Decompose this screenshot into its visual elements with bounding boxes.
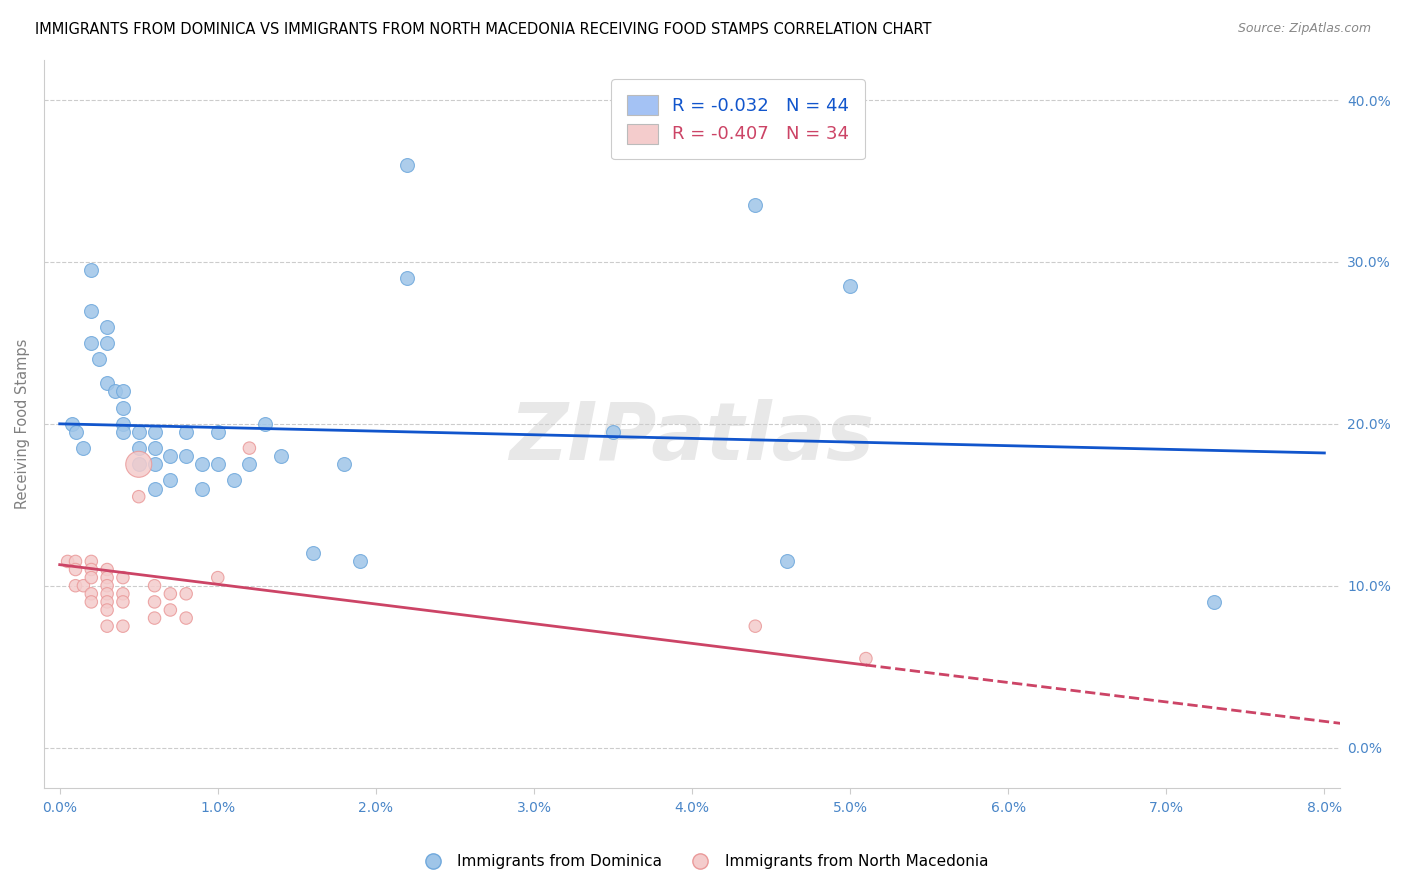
Point bbox=[143, 441, 166, 455]
Point bbox=[111, 619, 134, 633]
Point bbox=[128, 425, 150, 439]
Point bbox=[301, 546, 323, 560]
Point bbox=[128, 458, 150, 472]
Point bbox=[159, 587, 181, 601]
Point bbox=[1202, 595, 1225, 609]
Point bbox=[207, 425, 229, 439]
Point bbox=[96, 562, 118, 576]
Point bbox=[80, 595, 103, 609]
Point bbox=[65, 562, 87, 576]
Point bbox=[396, 158, 419, 172]
Point bbox=[128, 458, 150, 472]
Point bbox=[96, 587, 118, 601]
Point bbox=[96, 595, 118, 609]
Point bbox=[744, 619, 766, 633]
Point bbox=[65, 425, 87, 439]
Point bbox=[128, 490, 150, 504]
Point bbox=[65, 554, 87, 568]
Point bbox=[111, 417, 134, 431]
Point bbox=[349, 554, 371, 568]
Point bbox=[222, 474, 245, 488]
Point bbox=[839, 279, 862, 293]
Point bbox=[174, 611, 197, 625]
Point bbox=[159, 474, 181, 488]
Point bbox=[207, 458, 229, 472]
Point bbox=[143, 611, 166, 625]
Point bbox=[143, 482, 166, 496]
Point bbox=[111, 401, 134, 415]
Point bbox=[143, 579, 166, 593]
Point bbox=[96, 376, 118, 391]
Point bbox=[65, 579, 87, 593]
Point bbox=[80, 571, 103, 585]
Point bbox=[254, 417, 277, 431]
Point bbox=[72, 579, 94, 593]
Point bbox=[111, 571, 134, 585]
Point bbox=[396, 271, 419, 285]
Point bbox=[111, 425, 134, 439]
Point bbox=[80, 303, 103, 318]
Point bbox=[60, 417, 83, 431]
Text: Source: ZipAtlas.com: Source: ZipAtlas.com bbox=[1237, 22, 1371, 36]
Point bbox=[80, 335, 103, 350]
Point bbox=[744, 198, 766, 212]
Point bbox=[96, 579, 118, 593]
Point bbox=[96, 619, 118, 633]
Y-axis label: Receiving Food Stamps: Receiving Food Stamps bbox=[15, 339, 30, 509]
Point bbox=[143, 595, 166, 609]
Point bbox=[80, 263, 103, 277]
Point bbox=[776, 554, 799, 568]
Point bbox=[855, 651, 877, 665]
Text: IMMIGRANTS FROM DOMINICA VS IMMIGRANTS FROM NORTH MACEDONIA RECEIVING FOOD STAMP: IMMIGRANTS FROM DOMINICA VS IMMIGRANTS F… bbox=[35, 22, 932, 37]
Point bbox=[80, 562, 103, 576]
Point bbox=[80, 587, 103, 601]
Point bbox=[143, 458, 166, 472]
Point bbox=[111, 595, 134, 609]
Point bbox=[96, 319, 118, 334]
Point bbox=[174, 449, 197, 463]
Point bbox=[128, 441, 150, 455]
Point bbox=[602, 425, 624, 439]
Point bbox=[174, 425, 197, 439]
Point bbox=[56, 554, 79, 568]
Point bbox=[191, 482, 214, 496]
Point bbox=[159, 603, 181, 617]
Point bbox=[96, 571, 118, 585]
Point bbox=[96, 335, 118, 350]
Point bbox=[174, 587, 197, 601]
Point bbox=[270, 449, 292, 463]
Point bbox=[238, 458, 260, 472]
Legend: Immigrants from Dominica, Immigrants from North Macedonia: Immigrants from Dominica, Immigrants fro… bbox=[412, 848, 994, 875]
Point bbox=[89, 352, 111, 367]
Point bbox=[238, 441, 260, 455]
Point bbox=[104, 384, 127, 399]
Point bbox=[143, 425, 166, 439]
Point bbox=[191, 458, 214, 472]
Point bbox=[207, 571, 229, 585]
Text: ZIPatlas: ZIPatlas bbox=[509, 400, 875, 477]
Point bbox=[159, 449, 181, 463]
Point bbox=[80, 554, 103, 568]
Point bbox=[96, 603, 118, 617]
Point bbox=[111, 384, 134, 399]
Point bbox=[333, 458, 356, 472]
Point bbox=[111, 587, 134, 601]
Legend: R = -0.032   N = 44, R = -0.407   N = 34: R = -0.032 N = 44, R = -0.407 N = 34 bbox=[612, 79, 865, 160]
Point bbox=[72, 441, 94, 455]
